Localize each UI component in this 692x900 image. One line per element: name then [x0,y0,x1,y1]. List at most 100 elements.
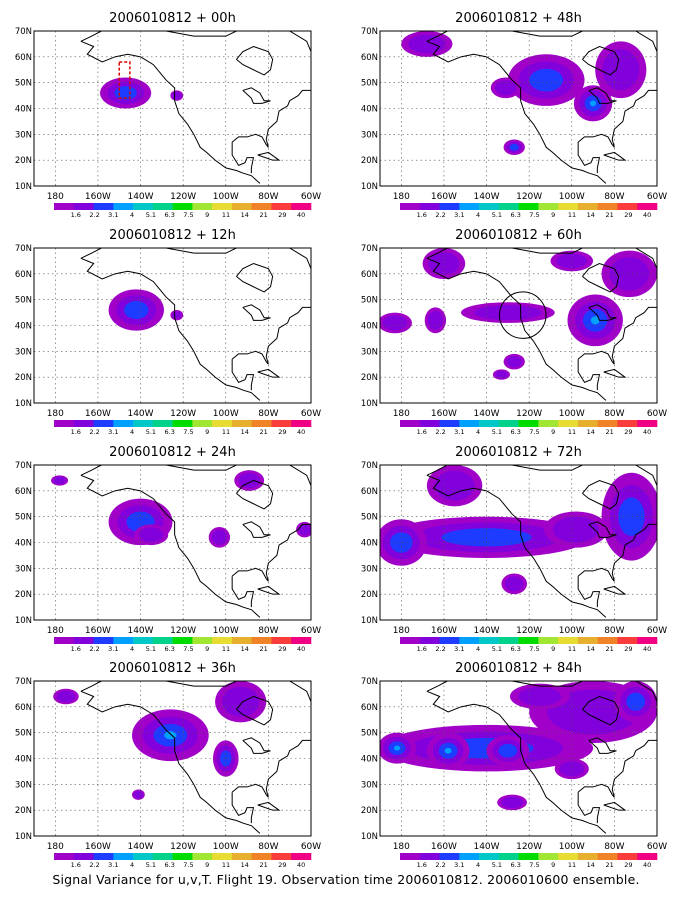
colorbar-swatch [133,853,154,860]
colorbar-swatch [479,420,500,427]
colorbar-label: 1.6 [71,861,81,869]
y-tick-label: 50N [361,79,378,89]
panel-plot-area [34,465,311,620]
variance-contour [498,743,518,758]
colorbar-swatch [271,203,292,210]
colorbar-swatch [419,203,440,210]
map-panel-3: 2006010812 + 60h 10N 20N 30N 40N 50N 60N 70N 180… [361,228,667,436]
coastline [231,576,255,608]
colorbar-swatch [400,853,421,860]
colorbar-swatch [538,203,559,210]
x-tick-label: 160W [431,842,457,852]
colorbar-label: 29 [278,428,286,436]
colorbar-label: 29 [278,211,286,219]
x-tick-label: 60W [647,626,667,636]
coastline [236,45,274,76]
colorbar-swatch [637,203,658,210]
coastline [242,521,271,538]
colorbar-swatch [172,203,193,210]
coastline [140,681,237,687]
x-tick-label: 80W [604,192,624,202]
colorbar-label: 6.3 [165,211,175,219]
colorbar-swatch [518,853,539,860]
variance-contour [138,527,164,543]
colorbar-swatch [558,637,579,644]
y-tick-label: 50N [361,729,378,739]
flight-track-marker [118,61,131,99]
colorbar-swatch [577,203,598,210]
colorbar-label: 7.5 [183,211,193,219]
y-tick-label: 60N [361,487,378,497]
colorbar-label: 7.5 [183,645,193,653]
colorbar-label: 5.1 [492,861,502,869]
colorbar-swatch [400,203,421,210]
colorbar-swatch [291,420,312,427]
coastline [582,479,620,510]
colorbar-swatch [617,637,638,644]
colorbar-label: 2.2 [435,428,445,436]
coastline [80,465,103,476]
coastline [289,681,311,702]
colorbar-swatch [439,637,460,644]
colorbar-swatch [192,637,213,644]
colorbar-label: 1.6 [417,645,427,653]
y-tick-label: 60N [15,487,32,497]
x-tick-label: 140W [473,409,499,419]
colorbar-swatch [498,853,519,860]
panel-title: 2006010812 + 84h [455,661,582,676]
y-tick-label: 40N [15,755,32,765]
colorbar-swatch [73,420,94,427]
x-tick-label: 140W [127,626,153,636]
colorbar-label: 6.3 [511,861,521,869]
coastline [426,31,449,42]
colorbar-label: 1.6 [71,645,81,653]
colorbar-label: 3.1 [108,428,118,436]
colorbar-label: 6.3 [165,861,175,869]
colorbar-swatch [291,853,312,860]
coastline [231,739,311,798]
x-tick-label: 100W [213,409,239,419]
coastline [577,89,657,148]
x-tick-label: 180 [393,626,410,636]
coastline [289,465,311,486]
x-tick-label: 100W [213,626,239,636]
colorbar-label: 11 [568,645,576,653]
y-tick-label: 30N [15,564,32,574]
coastline [486,31,583,37]
colorbar-label: 4 [130,645,134,653]
coastline [577,523,657,582]
colorbar-label: 1.6 [417,861,427,869]
colorbar-label: 2.2 [89,428,99,436]
coastline [140,465,237,471]
colorbar-swatch [251,203,272,210]
colorbar-swatch [54,637,75,644]
y-tick-label: 10N [15,399,32,409]
y-tick-label: 40N [15,322,32,332]
x-tick-label: 120W [516,192,542,202]
x-tick-label: 120W [170,842,196,852]
x-tick-label: 140W [473,842,499,852]
panel-frame [379,680,658,837]
x-tick-label: 100W [559,192,585,202]
colorbar-swatch [192,420,213,427]
colorbar-label: 6.3 [511,428,521,436]
coastline [236,479,274,510]
colorbar-label: 5.1 [146,645,156,653]
colorbar-swatch [113,203,134,210]
coastline [257,368,281,378]
colorbar-swatch [231,637,252,644]
coastline [231,89,311,148]
y-tick-label: 10N [361,832,378,842]
colorbar-swatch [133,637,154,644]
colorbar-label: 5.1 [146,861,156,869]
colorbar-label: 21 [259,428,267,436]
colorbar-swatch [538,637,559,644]
x-tick-label: 160W [431,409,457,419]
colorbar-label: 5.1 [146,428,156,436]
panel-title: 2006010812 + 72h [455,445,582,460]
colorbar-label: 9 [551,861,555,869]
y-tick-label: 40N [361,539,378,549]
x-tick-label: 180 [47,626,64,636]
colorbar-label: 4 [130,211,134,219]
colorbar-swatch [192,203,213,210]
